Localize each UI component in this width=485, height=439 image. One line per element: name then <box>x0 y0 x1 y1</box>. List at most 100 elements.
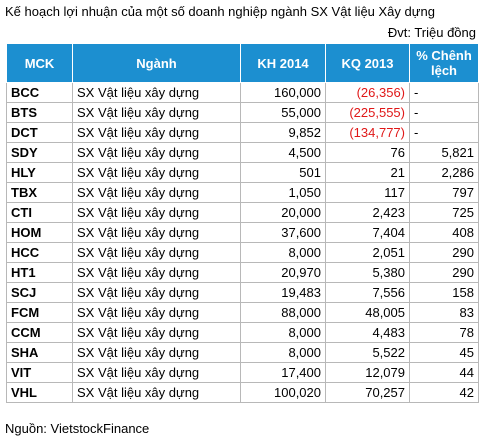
table-row: VIT SX Vật liệu xây dựng 17,400 12,079 44 <box>6 362 479 383</box>
cell-nganh: SX Vật liệu xây dựng <box>72 342 241 363</box>
header-nganh: Ngành <box>72 43 241 83</box>
cell-kq2013: 5,380 <box>325 262 410 283</box>
cell-pct-change: 5,821 <box>409 142 479 163</box>
cell-kq2013: 76 <box>325 142 410 163</box>
cell-kq2013: 7,556 <box>325 282 410 303</box>
cell-kh2014: 20,000 <box>240 202 326 223</box>
cell-kq2013: (225,555) <box>325 102 410 123</box>
cell-nganh: SX Vật liệu xây dựng <box>72 162 241 183</box>
cell-nganh: SX Vật liệu xây dựng <box>72 182 241 203</box>
table-row: SDY SX Vật liệu xây dựng 4,500 76 5,821 <box>6 142 479 163</box>
header-pct-line2: lệch <box>430 63 457 78</box>
cell-kq2013: 12,079 <box>325 362 410 383</box>
table-row: SHA SX Vật liệu xây dựng 8,000 5,522 45 <box>6 342 479 363</box>
table-row: SCJ SX Vật liệu xây dựng 19,483 7,556 158 <box>6 282 479 303</box>
cell-pct-change: 2,286 <box>409 162 479 183</box>
table-row: BCC SX Vật liệu xây dựng 160,000 (26,356) - <box>6 82 479 103</box>
cell-kq2013: (134,777) <box>325 122 410 143</box>
table-row: HT1 SX Vật liệu xây dựng 20,970 5,380 290 <box>6 262 479 283</box>
cell-mck: VHL <box>6 382 73 403</box>
cell-pct-change: - <box>409 82 479 103</box>
table-row: BTS SX Vật liệu xây dựng 55,000 (225,555) - <box>6 102 479 123</box>
cell-pct-change: 290 <box>409 262 479 283</box>
cell-kh2014: 8,000 <box>240 342 326 363</box>
cell-pct-change: 78 <box>409 322 479 343</box>
cell-kq2013: 7,404 <box>325 222 410 243</box>
cell-mck: FCM <box>6 302 73 323</box>
cell-mck: DCT <box>6 122 73 143</box>
cell-mck: SCJ <box>6 282 73 303</box>
page-title: Kế hoạch lợi nhuận của một số doanh nghi… <box>5 4 435 19</box>
cell-kh2014: 8,000 <box>240 242 326 263</box>
cell-mck: TBX <box>6 182 73 203</box>
cell-kq2013: 5,522 <box>325 342 410 363</box>
cell-kh2014: 55,000 <box>240 102 326 123</box>
cell-nganh: SX Vật liệu xây dựng <box>72 362 241 383</box>
table-row: HCC SX Vật liệu xây dựng 8,000 2,051 290 <box>6 242 479 263</box>
table-row: HOM SX Vật liệu xây dựng 37,600 7,404 408 <box>6 222 479 243</box>
cell-kh2014: 88,000 <box>240 302 326 323</box>
cell-mck: BTS <box>6 102 73 123</box>
table-row: CCM SX Vật liệu xây dựng 8,000 4,483 78 <box>6 322 479 343</box>
table-row: TBX SX Vật liệu xây dựng 1,050 117 797 <box>6 182 479 203</box>
cell-nganh: SX Vật liệu xây dựng <box>72 262 241 283</box>
cell-kh2014: 1,050 <box>240 182 326 203</box>
cell-kh2014: 17,400 <box>240 362 326 383</box>
cell-kq2013: 70,257 <box>325 382 410 403</box>
cell-nganh: SX Vật liệu xây dựng <box>72 202 241 223</box>
source-note: Nguồn: VietstockFinance <box>5 421 150 436</box>
cell-kh2014: 9,852 <box>240 122 326 143</box>
header-mck: MCK <box>6 43 73 83</box>
cell-kh2014: 20,970 <box>240 262 326 283</box>
cell-nganh: SX Vật liệu xây dựng <box>72 282 241 303</box>
header-pct-line1: % Chênh <box>416 48 472 63</box>
cell-pct-change: 44 <box>409 362 479 383</box>
profit-plan-table: MCK Ngành KH 2014 KQ 2013 % Chênh lệch B… <box>6 43 479 403</box>
header-pct-change: % Chênh lệch <box>409 43 479 83</box>
cell-nganh: SX Vật liệu xây dựng <box>72 222 241 243</box>
cell-kq2013: 4,483 <box>325 322 410 343</box>
cell-pct-change: 83 <box>409 302 479 323</box>
cell-kq2013: 2,051 <box>325 242 410 263</box>
cell-pct-change: 290 <box>409 242 479 263</box>
cell-mck: VIT <box>6 362 73 383</box>
cell-kh2014: 19,483 <box>240 282 326 303</box>
cell-kh2014: 501 <box>240 162 326 183</box>
cell-mck: HCC <box>6 242 73 263</box>
cell-pct-change: 45 <box>409 342 479 363</box>
header-kq2013: KQ 2013 <box>325 43 410 83</box>
table-body: BCC SX Vật liệu xây dựng 160,000 (26,356) - B… <box>6 82 479 403</box>
table-header-row: MCK Ngành KH 2014 KQ 2013 % Chênh lệch <box>6 43 479 83</box>
cell-kh2014: 100,020 <box>240 382 326 403</box>
cell-kq2013: 2,423 <box>325 202 410 223</box>
cell-mck: SHA <box>6 342 73 363</box>
cell-pct-change: - <box>409 122 479 143</box>
cell-nganh: SX Vật liệu xây dựng <box>72 302 241 323</box>
unit-label: Đvt: Triệu đồng <box>387 25 476 40</box>
cell-mck: CCM <box>6 322 73 343</box>
cell-kh2014: 4,500 <box>240 142 326 163</box>
table-row: HLY SX Vật liệu xây dựng 501 21 2,286 <box>6 162 479 183</box>
header-kh2014: KH 2014 <box>240 43 326 83</box>
cell-kh2014: 8,000 <box>240 322 326 343</box>
table-row: CTI SX Vật liệu xây dựng 20,000 2,423 725 <box>6 202 479 223</box>
cell-kq2013: 21 <box>325 162 410 183</box>
cell-nganh: SX Vật liệu xây dựng <box>72 122 241 143</box>
cell-mck: HT1 <box>6 262 73 283</box>
cell-pct-change: 42 <box>409 382 479 403</box>
cell-pct-change: - <box>409 102 479 123</box>
cell-nganh: SX Vật liệu xây dựng <box>72 82 241 103</box>
cell-nganh: SX Vật liệu xây dựng <box>72 242 241 263</box>
cell-kh2014: 160,000 <box>240 82 326 103</box>
cell-mck: CTI <box>6 202 73 223</box>
cell-kh2014: 37,600 <box>240 222 326 243</box>
cell-mck: HOM <box>6 222 73 243</box>
cell-kq2013: 117 <box>325 182 410 203</box>
cell-pct-change: 797 <box>409 182 479 203</box>
cell-mck: HLY <box>6 162 73 183</box>
cell-mck: BCC <box>6 82 73 103</box>
table-row: DCT SX Vật liệu xây dựng 9,852 (134,777) - <box>6 122 479 143</box>
cell-nganh: SX Vật liệu xây dựng <box>72 142 241 163</box>
cell-mck: SDY <box>6 142 73 163</box>
cell-kq2013: 48,005 <box>325 302 410 323</box>
